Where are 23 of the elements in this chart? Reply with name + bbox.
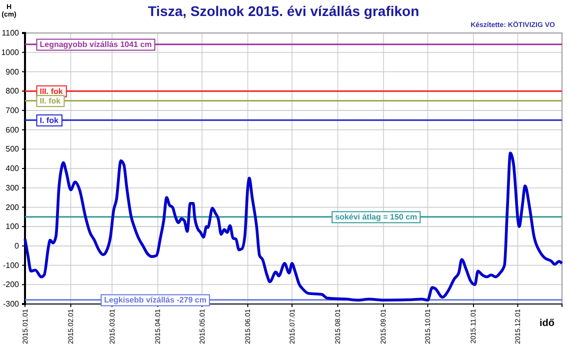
y-tick-label: 600	[6, 125, 20, 134]
y-tick-label: 0	[14, 241, 20, 250]
y-tick-label: 1100	[2, 28, 20, 38]
ref-line-label: sokévi átlag = 150 cm	[335, 212, 418, 222]
chart-title: Tisza, Szolnok 2015. évi vízállás grafikon	[148, 3, 420, 19]
y-tick-label: 500	[6, 144, 20, 154]
y-tick-label: 1000	[1, 48, 20, 57]
y-tick-label: -200	[2, 280, 20, 290]
x-axis-title: idő	[540, 318, 554, 329]
y-tick-label: 700	[6, 106, 20, 115]
y-tick-label: 100	[6, 222, 20, 232]
y-tick-label: 200	[6, 202, 20, 212]
y-tick-label: -300	[2, 300, 20, 309]
y-tick-label: 900	[6, 67, 20, 76]
ref-line-label: Legnagyobb vízállás 1041 cm	[40, 40, 152, 50]
y-tick-label: 400	[6, 164, 20, 174]
ref-line-label: III. fok	[40, 86, 64, 96]
y-tick-label: 800	[6, 86, 20, 96]
ref-line-label: II. fok	[40, 96, 62, 106]
ref-line-label: I. fok	[40, 116, 59, 125]
y-tick-label: 300	[6, 183, 20, 192]
ref-line-label: Legkisebb vízállás -279 cm	[104, 296, 206, 305]
y-tick-label: -100	[2, 260, 20, 270]
